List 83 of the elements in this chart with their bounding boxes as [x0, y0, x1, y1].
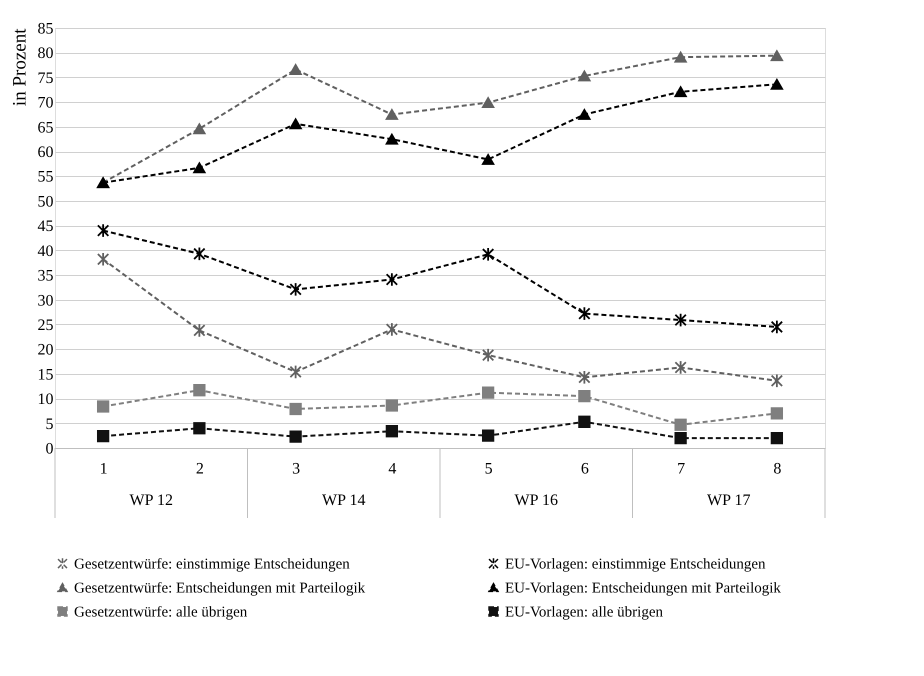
point	[770, 374, 784, 388]
point	[482, 247, 494, 262]
point	[578, 370, 591, 385]
point	[289, 430, 302, 443]
y-tick-label: 35	[38, 268, 54, 285]
x-tick-label: 1	[100, 460, 108, 478]
x-tick-label: 3	[292, 460, 300, 478]
point	[193, 323, 206, 338]
legend-label: EU-Vorlagen: alle übrigen	[505, 604, 664, 620]
point	[482, 97, 494, 108]
point	[193, 422, 206, 434]
point	[674, 360, 687, 375]
legend-label: EU-Vorlagen: Entscheidungen mit Parteilogik	[505, 580, 782, 596]
x-tick-label: 7	[677, 460, 686, 478]
point	[674, 418, 687, 431]
text: WP 17	[707, 492, 750, 509]
point	[289, 118, 302, 130]
point	[770, 50, 784, 62]
point	[193, 384, 206, 396]
y-axis-title: in Prozent	[10, 28, 30, 106]
y-tick-label: 50	[38, 193, 54, 210]
point	[674, 52, 687, 63]
x-tick-label: 8	[773, 460, 782, 478]
y-tick-label: 75	[38, 70, 54, 87]
y-tick-label: 85	[38, 20, 54, 38]
x-tick-label: 5	[484, 460, 493, 478]
x-tick-label: 6	[580, 460, 589, 478]
y-tick-label: 80	[38, 45, 54, 62]
point	[386, 425, 398, 438]
legend-label: Gesetzentwürfe: alle übrigen	[74, 604, 248, 620]
point	[289, 64, 302, 75]
y-tick-label: 70	[38, 94, 54, 112]
y-tick-label: 20	[38, 342, 54, 359]
point	[386, 134, 398, 145]
y-tick-label: 15	[38, 366, 54, 384]
y-tick-label: 40	[38, 242, 54, 260]
point	[482, 430, 494, 442]
point	[386, 109, 398, 120]
point	[674, 86, 687, 98]
point	[770, 407, 784, 420]
point	[96, 430, 110, 442]
y-tick-label: 55	[38, 168, 54, 186]
y-tick-label: 10	[38, 391, 54, 408]
point	[193, 246, 206, 262]
text: WP 14	[322, 492, 366, 509]
point	[482, 386, 494, 399]
legend-label: Gesetzentwürfe: Entscheidungen mit Parteilogik	[74, 580, 366, 596]
y-tick-label: 25	[38, 316, 54, 334]
point	[96, 400, 110, 413]
y-tick-label: 65	[38, 119, 54, 136]
point	[96, 223, 110, 238]
point	[193, 162, 206, 174]
y-tick-label: 30	[38, 292, 54, 310]
point	[482, 348, 494, 362]
y-tick-label: 5	[46, 416, 54, 433]
y-tick-label: 60	[38, 144, 54, 162]
x-tick-label: 4	[388, 460, 396, 478]
legend-label: Gesetzentwürfe: einstimmige Entscheidungen	[74, 556, 350, 573]
point	[289, 364, 302, 380]
point	[289, 402, 302, 416]
y-tick-label: 45	[38, 218, 54, 236]
point	[193, 123, 206, 134]
point	[578, 70, 591, 82]
point	[674, 432, 687, 444]
text: WP 16	[514, 492, 558, 509]
point	[770, 320, 784, 334]
point	[770, 432, 784, 444]
point	[770, 78, 784, 90]
legend-label: EU-Vorlagen: einstimmige Entscheidungen	[505, 556, 766, 573]
x-tick-label: 2	[196, 460, 204, 478]
text: WP 12	[130, 492, 173, 509]
point	[674, 312, 687, 328]
y-tick-label: 0	[46, 440, 54, 458]
point	[96, 252, 110, 266]
point	[578, 306, 591, 321]
point	[482, 154, 494, 165]
point	[578, 416, 591, 428]
point	[386, 322, 398, 337]
point	[289, 282, 302, 297]
point	[386, 272, 398, 287]
point	[578, 390, 591, 402]
point	[386, 399, 398, 412]
point	[578, 109, 591, 120]
